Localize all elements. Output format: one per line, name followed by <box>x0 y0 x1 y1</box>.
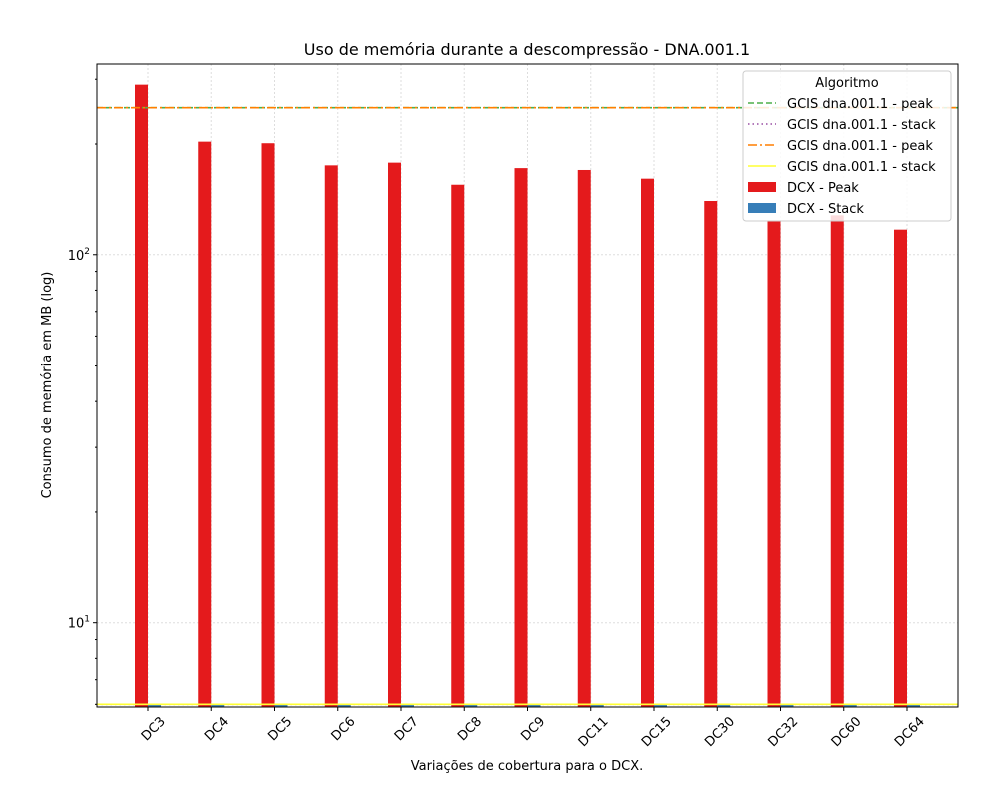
legend-patch <box>748 182 776 192</box>
bar-dcx-peak <box>261 143 275 707</box>
bar-dcx-stack <box>148 704 161 707</box>
bar-dcx-peak <box>894 229 907 708</box>
x-tick-label: DC6 <box>329 714 359 744</box>
bar-dcx-stack <box>654 704 667 707</box>
x-tick-label: DC8 <box>455 714 485 744</box>
bar-dcx-stack <box>843 704 857 707</box>
legend-patch <box>748 203 776 213</box>
x-tick-label: DC3 <box>139 714 169 744</box>
legend-label: GCIS dna.001.1 - stack <box>787 118 936 133</box>
legend-box <box>742 70 952 222</box>
y-axis: 101 102 <box>68 78 97 705</box>
x-tick-label: DC30 <box>702 714 738 750</box>
bar-dcx-peak <box>514 168 528 707</box>
x-tick-label: DC60 <box>829 714 865 750</box>
y-tick-label: 101 <box>68 615 90 632</box>
bar-dcx-stack <box>211 704 225 707</box>
x-tick-label: DC32 <box>766 714 802 750</box>
legend: Algoritmo GCIS dna.001.1 - peak GCIS dna.… <box>742 70 952 222</box>
bar-dcx-stack <box>464 704 478 707</box>
x-tick-label: DC9 <box>518 714 548 744</box>
legend-label: DCX - Peak <box>787 181 859 196</box>
bar-dcx-peak <box>830 215 844 707</box>
x-tick-label: DC5 <box>265 714 295 744</box>
legend-label: GCIS dna.001.1 - peak <box>787 139 933 154</box>
x-tick-label: DC11 <box>576 714 612 750</box>
bar-dcx-peak <box>767 220 781 707</box>
legend-label: GCIS dna.001.1 - stack <box>787 160 936 175</box>
x-axis: DC3 DC4 DC5 DC6 DC7 DC8 DC9 DC11 DC15 DC30 DC32 DC6… <box>139 707 928 750</box>
y-tick-label: 102 <box>68 247 90 264</box>
bar-dcx-stack <box>780 704 794 707</box>
bar-dcx-stack <box>527 704 541 707</box>
legend-title: Algoritmo <box>815 76 878 91</box>
bar-dcx-stack <box>907 704 920 707</box>
x-tick-label: DC15 <box>639 714 675 750</box>
x-tick-label: DC7 <box>392 714 422 744</box>
bar-dcx-peak <box>198 141 212 708</box>
bars <box>135 84 920 708</box>
y-axis-label: Consumo de memória em MB (log) <box>40 272 55 499</box>
bar-dcx-peak <box>641 178 654 707</box>
x-tick-label: DC64 <box>892 714 928 750</box>
bar-dcx-peak <box>704 201 718 707</box>
chart-title: Uso de memória durante a descompressão -… <box>304 40 750 59</box>
legend-label: GCIS dna.001.1 - peak <box>787 97 933 112</box>
bar-dcx-stack <box>274 704 288 707</box>
bar-dcx-stack <box>337 704 351 707</box>
bar-dcx-peak <box>577 169 591 707</box>
bar-dcx-stack <box>590 704 604 707</box>
bar-dcx-peak <box>388 162 401 708</box>
bar-dcx-stack <box>717 704 731 707</box>
bar-dcx-peak <box>451 184 465 707</box>
legend-label: DCX - Stack <box>787 202 864 217</box>
x-tick-label: DC4 <box>202 714 232 744</box>
bar-dcx-stack <box>401 704 414 707</box>
bar-dcx-peak <box>135 84 148 708</box>
x-axis-label: Variações de cobertura para o DCX. <box>411 759 644 774</box>
bar-dcx-peak <box>324 165 338 707</box>
